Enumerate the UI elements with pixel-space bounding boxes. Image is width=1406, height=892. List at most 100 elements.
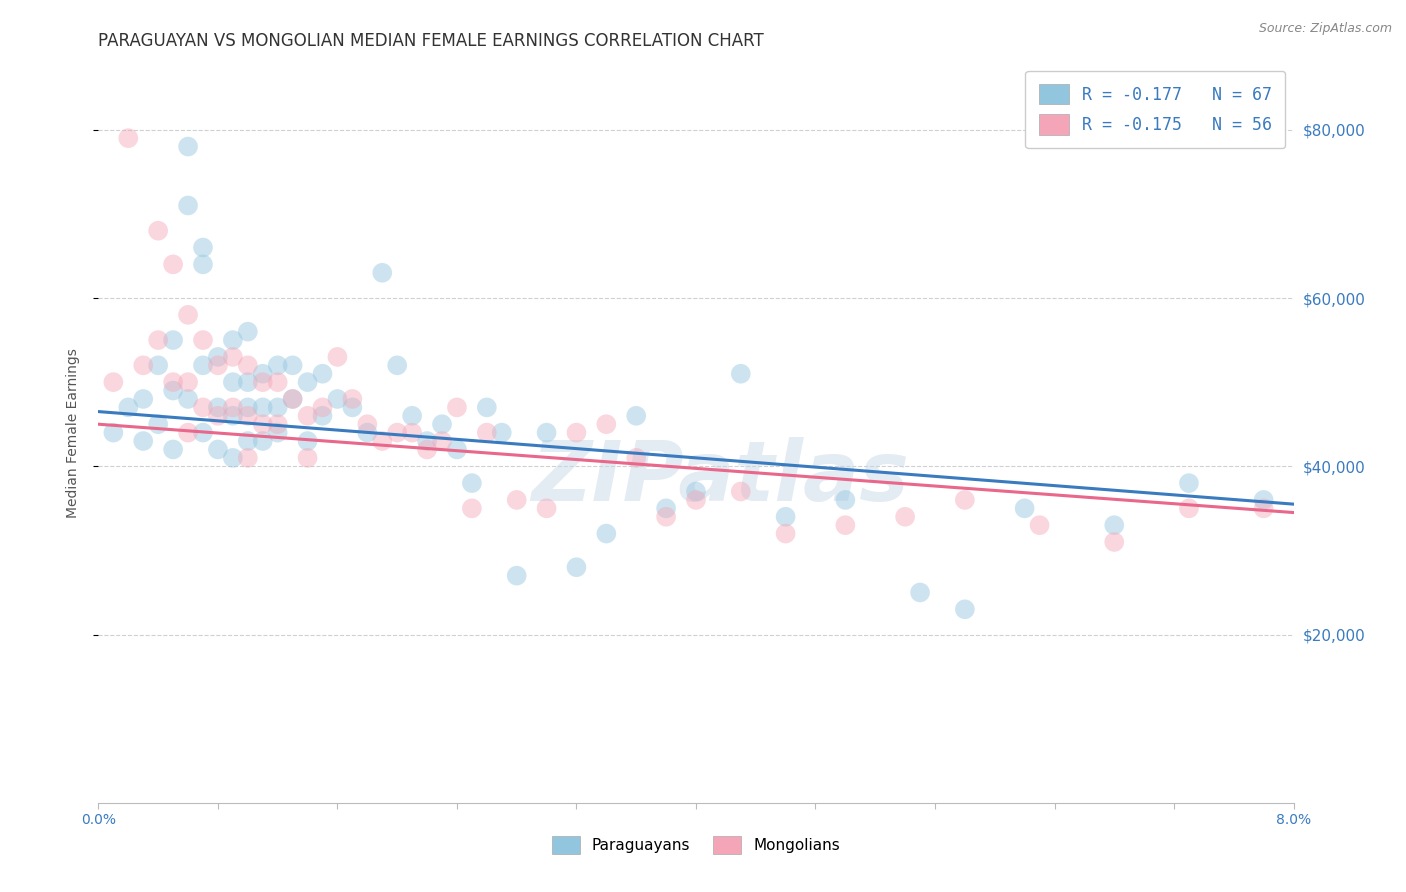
Point xyxy=(177,392,200,406)
Point xyxy=(401,409,423,423)
Point xyxy=(371,266,394,280)
Point xyxy=(430,417,453,432)
Point xyxy=(177,375,200,389)
Point xyxy=(222,350,245,364)
Point xyxy=(1104,535,1126,549)
Point xyxy=(162,257,184,271)
Point xyxy=(162,384,184,398)
Point xyxy=(236,325,259,339)
Point xyxy=(281,392,304,406)
Point xyxy=(132,434,155,448)
Point xyxy=(252,401,274,415)
Point xyxy=(236,375,259,389)
Point xyxy=(177,425,200,440)
Point xyxy=(236,409,259,423)
Point xyxy=(1104,518,1126,533)
Point xyxy=(730,367,752,381)
Point xyxy=(506,568,529,582)
Point xyxy=(177,139,200,153)
Point xyxy=(1253,501,1275,516)
Point xyxy=(148,359,170,373)
Point xyxy=(685,484,707,499)
Point xyxy=(191,425,214,440)
Point xyxy=(252,375,274,389)
Point xyxy=(536,425,558,440)
Point xyxy=(281,359,304,373)
Point xyxy=(207,442,229,457)
Point xyxy=(252,434,274,448)
Point xyxy=(207,401,229,415)
Point xyxy=(536,501,558,516)
Point xyxy=(626,450,648,465)
Point xyxy=(267,401,290,415)
Point xyxy=(148,333,170,347)
Point xyxy=(267,375,290,389)
Point xyxy=(177,308,200,322)
Point xyxy=(236,450,259,465)
Point xyxy=(207,350,229,364)
Point xyxy=(342,401,364,415)
Point xyxy=(297,434,319,448)
Point xyxy=(311,367,333,381)
Point xyxy=(446,442,468,457)
Point xyxy=(117,131,139,145)
Point xyxy=(236,359,259,373)
Point xyxy=(834,492,856,507)
Text: PARAGUAYAN VS MONGOLIAN MEDIAN FEMALE EARNINGS CORRELATION CHART: PARAGUAYAN VS MONGOLIAN MEDIAN FEMALE EA… xyxy=(98,32,765,50)
Point xyxy=(297,409,319,423)
Point xyxy=(1014,501,1036,516)
Point xyxy=(326,350,349,364)
Point xyxy=(491,425,513,440)
Point xyxy=(207,359,229,373)
Point xyxy=(252,417,274,432)
Point xyxy=(1312,526,1334,541)
Point xyxy=(1028,518,1050,533)
Point xyxy=(461,501,484,516)
Point xyxy=(281,392,304,406)
Point xyxy=(1178,476,1201,491)
Point xyxy=(475,401,498,415)
Point xyxy=(103,425,125,440)
Point xyxy=(162,333,184,347)
Point xyxy=(953,602,976,616)
Point xyxy=(1253,492,1275,507)
Point xyxy=(222,409,245,423)
Point xyxy=(894,509,917,524)
Point xyxy=(191,257,214,271)
Point xyxy=(267,359,290,373)
Point xyxy=(148,224,170,238)
Point xyxy=(775,526,797,541)
Point xyxy=(297,375,319,389)
Point xyxy=(177,198,200,212)
Point xyxy=(297,450,319,465)
Point xyxy=(132,359,155,373)
Point xyxy=(1178,501,1201,516)
Point xyxy=(416,434,439,448)
Point xyxy=(416,442,439,457)
Point xyxy=(148,417,170,432)
Point xyxy=(565,560,588,574)
Point xyxy=(222,333,245,347)
Y-axis label: Median Female Earnings: Median Female Earnings xyxy=(66,348,80,517)
Legend: Paraguayans, Mongolians: Paraguayans, Mongolians xyxy=(544,828,848,862)
Point xyxy=(191,359,214,373)
Point xyxy=(565,425,588,440)
Point xyxy=(311,409,333,423)
Point xyxy=(191,333,214,347)
Point xyxy=(222,375,245,389)
Point xyxy=(834,518,856,533)
Point xyxy=(252,367,274,381)
Point xyxy=(342,392,364,406)
Point xyxy=(430,434,453,448)
Point xyxy=(207,409,229,423)
Point xyxy=(117,401,139,415)
Text: Source: ZipAtlas.com: Source: ZipAtlas.com xyxy=(1258,22,1392,36)
Point xyxy=(655,509,678,524)
Point xyxy=(222,401,245,415)
Point xyxy=(356,425,378,440)
Point xyxy=(326,392,349,406)
Point xyxy=(385,359,409,373)
Point xyxy=(385,425,409,440)
Point xyxy=(132,392,155,406)
Point xyxy=(267,417,290,432)
